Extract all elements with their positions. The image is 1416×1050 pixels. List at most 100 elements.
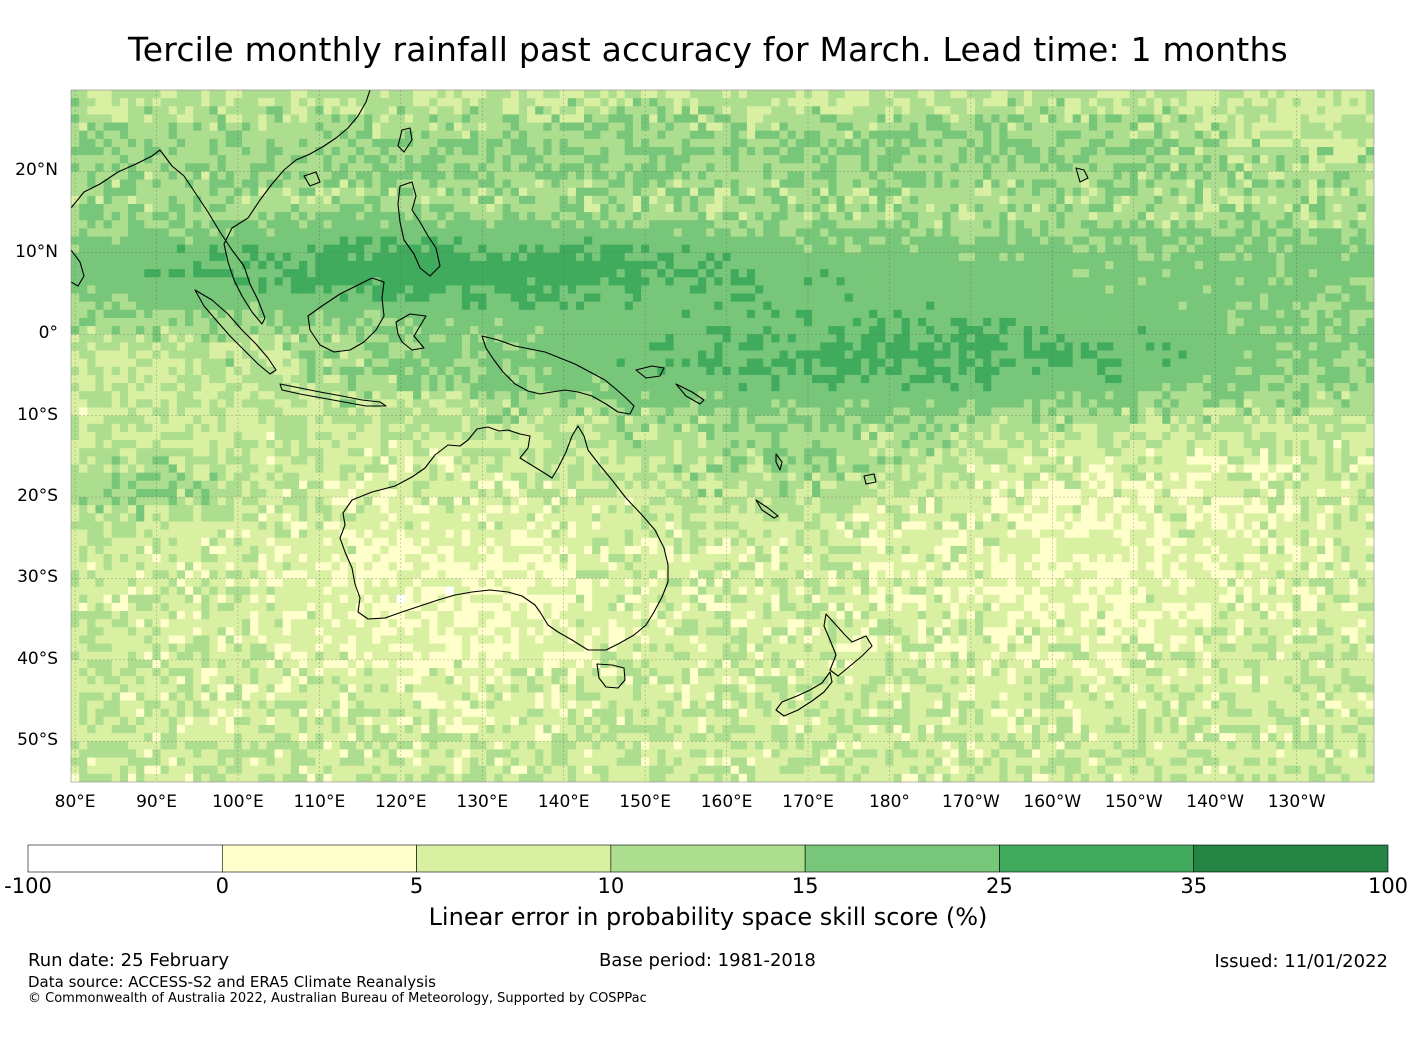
- grid-cell: [1097, 301, 1106, 311]
- grid-cell: [111, 179, 121, 189]
- grid-cell: [1023, 130, 1033, 140]
- grid-cell: [193, 228, 202, 238]
- grid-cell: [461, 163, 471, 173]
- grid-cell: [746, 90, 756, 99]
- grid-cell: [502, 155, 512, 164]
- grid-cell: [1023, 171, 1033, 181]
- grid-cell: [128, 203, 137, 213]
- grid-cell: [1048, 138, 1057, 148]
- grid-cell: [828, 138, 838, 148]
- grid-cell: [1194, 277, 1204, 286]
- grid-cell: [1031, 98, 1041, 107]
- grid-cell: [551, 146, 561, 156]
- grid-cell: [372, 114, 382, 124]
- grid-cell: [486, 269, 496, 278]
- grid-cell: [901, 90, 911, 99]
- grid-cell: [331, 293, 341, 303]
- grid-cell: [1284, 114, 1294, 124]
- grid-cell: [152, 212, 162, 221]
- grid-cell: [616, 98, 626, 107]
- grid-cell: [698, 163, 707, 173]
- grid-cell: [168, 98, 178, 107]
- grid-cell: [1121, 130, 1131, 140]
- grid-cell: [527, 285, 536, 295]
- grid-cell: [551, 334, 561, 343]
- grid-cell: [698, 146, 707, 156]
- grid-cell: [470, 98, 479, 107]
- grid-cell: [1349, 130, 1359, 140]
- grid-cell: [242, 326, 251, 335]
- grid-cell: [79, 90, 88, 99]
- grid-cell: [347, 138, 357, 148]
- grid-cell: [1219, 114, 1229, 124]
- grid-cell: [1202, 203, 1212, 213]
- grid-cell: [893, 277, 903, 286]
- grid-cell: [258, 269, 268, 278]
- grid-cell: [901, 228, 911, 238]
- grid-cell: [551, 285, 561, 295]
- grid-cell: [689, 269, 699, 278]
- grid-cell: [1235, 203, 1245, 213]
- grid-cell: [258, 138, 268, 148]
- grid-cell: [828, 98, 838, 107]
- grid-cell: [486, 122, 496, 132]
- grid-cell: [877, 106, 886, 116]
- grid-cell: [1186, 285, 1196, 295]
- grid-cell: [812, 90, 821, 99]
- grid-cell: [144, 163, 154, 173]
- grid-cell: [1292, 179, 1302, 189]
- grid-cell: [681, 244, 691, 254]
- grid-cell: [437, 236, 447, 246]
- grid-cell: [242, 106, 251, 116]
- grid-cell: [893, 90, 903, 99]
- grid-cell: [437, 212, 447, 221]
- grid-cell: [535, 212, 544, 221]
- grid-cell: [950, 317, 960, 327]
- grid-cell: [1202, 179, 1212, 189]
- grid-cell: [1040, 212, 1049, 221]
- grid-cell: [144, 146, 154, 156]
- grid-cell: [185, 244, 194, 254]
- grid-cell: [893, 195, 903, 205]
- grid-cell: [950, 130, 960, 140]
- grid-cell: [1162, 179, 1171, 189]
- grid-cell: [152, 334, 162, 343]
- grid-cell: [388, 155, 398, 164]
- grid-cell: [722, 114, 732, 124]
- grid-cell: [641, 334, 650, 343]
- grid-cell: [901, 301, 911, 311]
- grid-cell: [79, 195, 88, 205]
- grid-cell: [486, 285, 496, 295]
- grid-cell: [307, 252, 316, 262]
- grid-cell: [233, 317, 243, 327]
- grid-cell: [1031, 317, 1041, 327]
- grid-cell: [160, 187, 170, 197]
- grid-cell: [958, 203, 968, 213]
- grid-cell: [714, 228, 724, 238]
- grid-cell: [1113, 195, 1123, 205]
- grid-cell: [1097, 277, 1106, 286]
- grid-cell: [323, 260, 333, 270]
- grid-cell: [698, 98, 707, 107]
- grid-cell: [1268, 203, 1277, 213]
- grid-cell: [551, 220, 561, 229]
- grid-cell: [1284, 130, 1294, 140]
- grid-cell: [771, 138, 781, 148]
- grid-cell: [632, 98, 642, 107]
- grid-cell: [209, 293, 219, 303]
- grid-cell: [1211, 236, 1220, 246]
- grid-cell: [160, 293, 170, 303]
- grid-cell: [746, 98, 756, 107]
- grid-cell: [307, 122, 316, 132]
- grid-cell: [518, 236, 528, 246]
- grid-cell: [966, 146, 976, 156]
- grid-cell: [266, 90, 276, 99]
- grid-cell: [290, 212, 300, 221]
- grid-cell: [274, 179, 284, 189]
- grid-cell: [502, 187, 512, 197]
- grid-cell: [315, 114, 325, 124]
- grid-cell: [437, 220, 447, 229]
- grid-cell: [689, 130, 699, 140]
- grid-cell: [779, 260, 789, 270]
- grid-cell: [193, 269, 202, 278]
